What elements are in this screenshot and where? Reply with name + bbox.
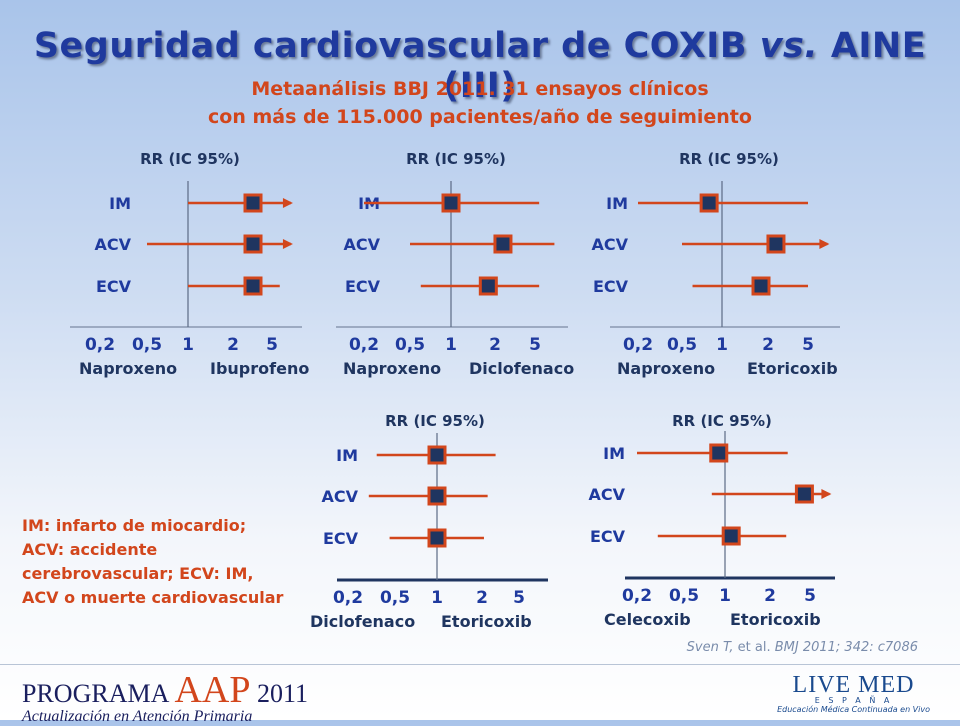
point-estimate: [794, 484, 814, 504]
tick-label: 5: [804, 586, 816, 606]
point-estimate: [709, 443, 729, 463]
tick-label: 0,2: [622, 586, 652, 606]
tick-label: 5: [513, 588, 525, 608]
point-estimate: [427, 528, 447, 548]
row-label: ECV: [590, 527, 626, 546]
right-comparator-label: Etoricoxib: [730, 610, 821, 629]
abbreviations-legend: IM: infarto de miocardio; ACV: accidente…: [22, 516, 284, 607]
row-label: ACV: [94, 235, 131, 254]
ci-arrow: [821, 489, 832, 499]
row-label: ECV: [323, 529, 359, 548]
slide-title: Seguridad cardiovascular de COXIB vs. AI…: [33, 26, 927, 106]
point-estimate: [243, 193, 263, 213]
tick-label: 0,2: [85, 335, 115, 355]
tick-label: 0,5: [132, 335, 162, 355]
tick-label: 1: [445, 335, 457, 355]
row-label: IM: [606, 194, 628, 213]
rr-header: RR (IC 95%): [406, 150, 506, 168]
right-comparator-label: Etoricoxib: [441, 612, 532, 631]
ci-arrow: [282, 239, 293, 249]
point-estimate: [766, 234, 786, 254]
tick-label: 0,5: [380, 588, 410, 608]
tick-label: 2: [476, 588, 488, 608]
rr-header: RR (IC 95%): [672, 412, 772, 430]
row-label: ECV: [96, 277, 132, 296]
livemed-logo: LIVE MED E S P A Ñ A Educación Médica Co…: [777, 672, 930, 714]
tick-label: 5: [529, 335, 541, 355]
point-estimate: [751, 276, 771, 296]
ci-arrow: [282, 198, 293, 208]
row-label: ECV: [593, 277, 629, 296]
footer-divider: [0, 664, 960, 665]
left-comparator-label: Diclofenaco: [310, 612, 415, 631]
tick-label: 5: [802, 335, 814, 355]
rr-header: RR (IC 95%): [140, 150, 240, 168]
tick-label: 0,5: [667, 335, 697, 355]
tick-label: 0,5: [669, 586, 699, 606]
tick-label: 0,2: [333, 588, 363, 608]
forest-plot-4: RR (IC 95%) 0,2 0,5 1 2 5 IM ACV ECV Diclofenaco E…: [310, 412, 548, 631]
right-comparator-label: Diclofenaco: [469, 359, 574, 378]
tick-label: 1: [431, 588, 443, 608]
point-estimate: [427, 445, 447, 465]
subtitle-line-2: con más de 115.000 pacientes/año de segu…: [208, 106, 752, 128]
programa-aap-logo: PROGRAMA AAP 2011 Actualización en Atenc…: [22, 669, 309, 725]
row-label: IM: [603, 444, 625, 463]
forest-plot-5: RR (IC 95%) 0,2 0,5 1 2 5 IM ACV ECV Celecoxib Eto…: [588, 412, 835, 629]
tick-label: 2: [762, 335, 774, 355]
point-estimate: [478, 276, 498, 296]
tick-label: 2: [764, 586, 776, 606]
left-comparator-label: Naproxeno: [343, 359, 441, 378]
tick-label: 0,5: [395, 335, 425, 355]
row-label: ACV: [321, 487, 358, 506]
row-label: ACV: [591, 235, 628, 254]
subtitle-line-1: Metaanálisis BBJ 2011. 31 ensayos clínic…: [251, 78, 709, 100]
row-label: ACV: [343, 235, 380, 254]
point-estimate: [243, 276, 263, 296]
row-label: IM: [336, 446, 358, 465]
tick-label: 1: [182, 335, 194, 355]
point-estimate: [243, 234, 263, 254]
row-label: ACV: [588, 485, 625, 504]
tick-label: 1: [719, 586, 731, 606]
right-comparator-label: Ibuprofeno: [210, 359, 309, 378]
tick-label: 0,2: [349, 335, 379, 355]
ci-arrow: [819, 239, 830, 249]
forest-plot-1: RR (IC 95%) 0,2 0,5 1 2 5 IM ACV ECV Naproxeno Ibu…: [70, 150, 309, 378]
left-comparator-label: Celecoxib: [604, 610, 691, 629]
left-comparator-label: Naproxeno: [617, 359, 715, 378]
point-estimate: [493, 234, 513, 254]
citation: Sven T, et al. BMJ 2011; 342: c7086: [686, 640, 918, 655]
tick-label: 2: [489, 335, 501, 355]
rr-header: RR (IC 95%): [385, 412, 485, 430]
tick-label: 0,2: [623, 335, 653, 355]
row-label: IM: [109, 194, 131, 213]
point-estimate: [427, 486, 447, 506]
left-comparator-label: Naproxeno: [79, 359, 177, 378]
right-comparator-label: Etoricoxib: [747, 359, 838, 378]
tick-label: 2: [227, 335, 239, 355]
rr-header: RR (IC 95%): [679, 150, 779, 168]
row-label: ECV: [345, 277, 381, 296]
point-estimate: [699, 193, 719, 213]
tick-label: 5: [266, 335, 278, 355]
forest-plot-3: RR (IC 95%) 0,2 0,5 1 2 5 IM ACV ECV Naproxeno Eto…: [591, 150, 840, 378]
point-estimate: [721, 526, 741, 546]
point-estimate: [441, 193, 461, 213]
tick-label: 1: [716, 335, 728, 355]
